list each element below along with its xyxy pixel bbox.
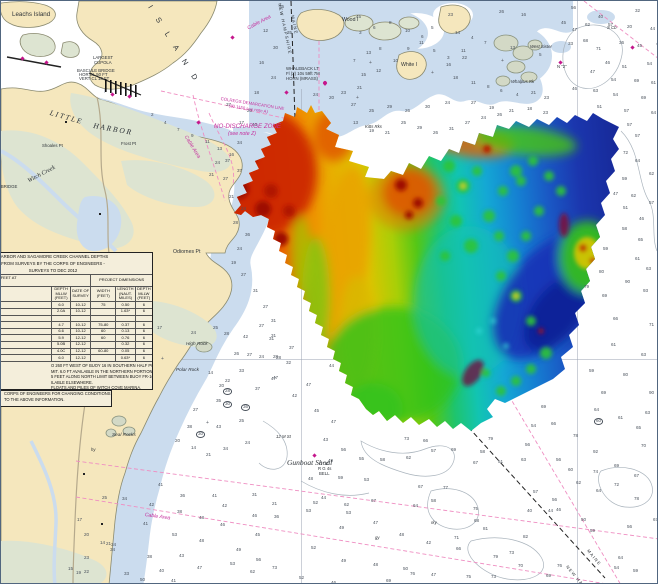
table-cell: 6.0 [51, 354, 71, 362]
table-cell: OF CHANNEL [1, 327, 53, 336]
table-cell: 60 [90, 327, 117, 336]
table-cell: 60-80 [90, 347, 117, 356]
table-title-3: SURVEYS TO DEC 2012 [28, 267, 78, 273]
table-cell: 4.7 [51, 321, 71, 329]
table-cell [1, 307, 53, 316]
table-cell: CHANNEL [1, 347, 53, 356]
table-footnotes: O 260 FT WEST OF BUOY 16 IN SOUTHERN HAL… [51, 362, 153, 390]
table-cell: 6.0 [51, 301, 71, 309]
table-cell: 5.9 [51, 334, 71, 342]
table-cell: 0.37 [115, 321, 136, 329]
table-cell: 0.05 [115, 347, 136, 356]
table-cell: 0.50 [115, 301, 136, 309]
table-cell [90, 354, 117, 362]
table-cell: 5.0B [51, 340, 71, 349]
table-cell: 10-12 [69, 321, 92, 329]
table-cell: 9 [1, 340, 53, 349]
table-cell [90, 314, 117, 323]
table-cell: 6 [134, 327, 152, 336]
table-cell: 2.0A [51, 307, 71, 316]
table-cell: 12-12 [69, 340, 92, 349]
table-cell: 6 [134, 334, 152, 342]
table-cell: 6 [134, 354, 152, 362]
table-cell: 4.0C [51, 347, 71, 356]
table-cell [90, 307, 117, 316]
note-line-1: CORPS OF ENGINEERS FOR CHANGING CONDITIO… [4, 391, 111, 396]
table-cell [115, 314, 136, 323]
table-cell: TO BUOY 16 [1, 334, 53, 342]
table-cell: 6 [134, 347, 152, 356]
table-cell: 12-12 [69, 347, 92, 356]
table-cell [1, 354, 53, 362]
table-cell: 75-80 [90, 321, 117, 329]
channel-depths-table: HARBOR AND SAGAMORE CREEK CHANNEL DEPTHS… [1, 252, 153, 390]
table-cell: 6 [134, 301, 152, 309]
subhead-left: HS FROM SEAWARD IN FEET AT ER LOW WATER … [1, 274, 92, 287]
table-cell [90, 340, 117, 349]
table-cell: 75 [90, 301, 117, 309]
table-cell: 12-12 [69, 354, 92, 362]
table-cell: 10-12 [69, 327, 92, 336]
table-cell: EL [1, 314, 53, 323]
table-cell: 6 [134, 321, 152, 329]
subhead-right: PROJECT DIMENSIONS [90, 274, 152, 287]
table-cell: 1.63* [115, 307, 136, 316]
bridge-piers [105, 79, 137, 97]
column-header: LENGTH (NAUT. MILES) [115, 285, 136, 303]
column-header: DATE OF SURVEY [69, 285, 92, 303]
footnote: O 260 FT WEST OF BUOY 16 IN SOUTHERN HAL… [51, 363, 152, 369]
table-cell: 0.63* [115, 354, 136, 362]
table-cell: 0.76 [115, 334, 136, 342]
bathymetry-overlay [234, 105, 619, 431]
table-cell: 0.32 [115, 340, 136, 349]
table-cell: EA TO BUOY 4 [1, 321, 53, 329]
boundary-and-cable-lines [75, 1, 657, 583]
table-cell: 60 [90, 334, 117, 342]
table-cell [51, 314, 71, 323]
contour-lines [258, 24, 657, 581]
column-header: WIDTH (FEET) [90, 285, 117, 303]
table-cell: 6.6 [51, 327, 71, 336]
table-cell: 6 [134, 307, 152, 316]
column-header: NNEL [1, 285, 53, 303]
table-cell: 0.13 [115, 327, 136, 336]
footnote: ILABLE ELSEWHERE. [51, 379, 93, 385]
note-box: CORPS OF ENGINEERS FOR CHANGING CONDITIO… [1, 390, 112, 407]
column-header: DEPTH MLLW (FEET) [134, 285, 152, 303]
footnote: MIT. 6.0 FT AVAILABLE IN THE NORTHERN PO… [51, 368, 153, 374]
column-header: DEPTH MLLW (FEET) [51, 285, 71, 303]
table-title-2: FROM SURVEYS BY THE CORPS OF ENGINEERS - [1, 260, 105, 266]
note-line-2: TO THE ABOVE INFORMATION. [4, 396, 65, 402]
footnote: 5 FEET ALONG NORTH LIMIT BETWEEN BUOY FR… [51, 374, 153, 380]
depths-grid: HS FROM SEAWARD IN FEET AT ER LOW WATER … [1, 274, 152, 362]
cable-lines [75, 1, 657, 583]
footnote: FLOATS AND PILES OF WITCH COVE MARINA. [51, 385, 142, 390]
table-cell [69, 314, 92, 323]
state-boundary-line [290, 1, 606, 579]
table-cell [134, 314, 152, 323]
table-cell [1, 301, 53, 309]
table-cell: 12-12 [69, 334, 92, 342]
table-title: HARBOR AND SAGAMORE CREEK CHANNEL DEPTHS [1, 254, 109, 259]
table-cell: 10-12 [69, 307, 92, 316]
table-cell: 6 [134, 340, 152, 349]
table-cell: 10-12 [69, 301, 92, 309]
